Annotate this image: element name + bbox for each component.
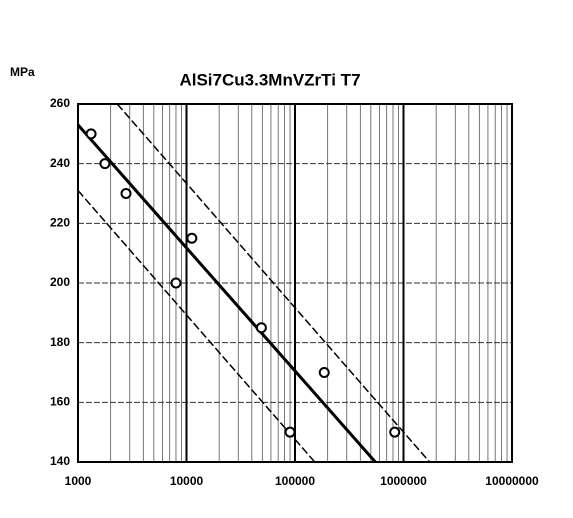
y-tick-label: 260 (50, 96, 70, 110)
data-point (284, 426, 296, 438)
trend-line (78, 123, 377, 462)
x-tick-label: 1000000 (380, 474, 427, 488)
y-tick-label: 140 (50, 454, 70, 468)
y-tick-label: 200 (50, 275, 70, 289)
y-tick-label: 240 (50, 156, 70, 170)
x-tick-label: 10000 (170, 474, 204, 488)
data-point (99, 158, 111, 170)
data-point (255, 322, 267, 334)
trend-line (116, 104, 431, 462)
x-tick-label: 10000000 (485, 474, 539, 488)
data-point (389, 426, 401, 438)
x-tick-label: 100000 (275, 474, 315, 488)
trend-line (78, 190, 316, 462)
plot-frame (77, 103, 513, 463)
data-point (170, 277, 182, 289)
y-tick-label: 160 (50, 395, 70, 409)
y-tick-label: 180 (50, 335, 70, 349)
x-tick-label: 1000 (65, 474, 92, 488)
data-point (120, 188, 132, 199)
y-axis-label: MPa (10, 65, 35, 79)
y-tick-label: 220 (50, 216, 70, 230)
chart-title: AlSi7Cu3.3MnVZrTi T7 (179, 70, 360, 89)
data-point (85, 128, 97, 140)
data-point (318, 367, 330, 378)
data-point (186, 232, 198, 244)
